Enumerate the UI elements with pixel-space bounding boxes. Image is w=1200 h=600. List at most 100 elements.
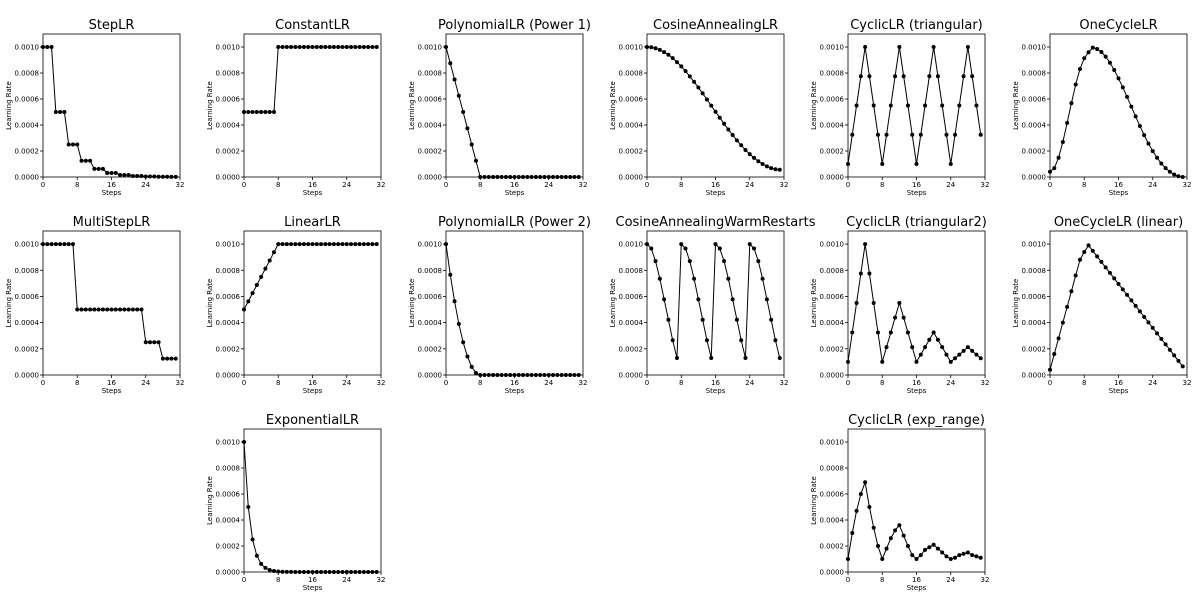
axes-frame <box>1049 230 1188 376</box>
y-tick-label: 0.0006 <box>15 96 40 104</box>
subplot-title: MultiStepLR <box>73 215 151 230</box>
y-tick-label: 0.0004 <box>216 319 241 327</box>
data-point <box>957 352 962 357</box>
data-point <box>1150 325 1155 330</box>
data-point <box>469 364 474 369</box>
data-point <box>743 147 748 152</box>
data-point <box>319 45 324 49</box>
data-point <box>284 45 289 49</box>
data-point <box>897 523 902 528</box>
data-point <box>456 93 461 98</box>
x-tick-label: 24 <box>141 379 150 387</box>
data-point <box>361 45 366 49</box>
data-point <box>923 345 928 350</box>
x-tick-label: 0 <box>846 576 850 584</box>
data-point <box>1163 166 1168 171</box>
data-point <box>516 373 521 377</box>
x-tick-label: 8 <box>478 379 482 387</box>
y-tick-label: 0.0010 <box>216 241 241 249</box>
data-point <box>1176 174 1181 179</box>
data-point <box>1095 46 1100 51</box>
subplot-12: ExponentialLR 0 8 16 24 32 0.0000 0.0002 0.0004 0… <box>206 413 385 592</box>
x-tick-label: 16 <box>107 181 116 189</box>
data-point <box>1167 169 1172 174</box>
data-point <box>1155 155 1160 160</box>
x-tick-label: 8 <box>478 181 482 189</box>
subplot-1: ConstantLR 0 8 16 24 32 0.0000 0.0002 0.0004 0.00… <box>206 18 385 197</box>
data-point <box>1103 265 1108 270</box>
data-point <box>499 373 504 377</box>
data-point <box>271 568 276 573</box>
data-point <box>961 348 966 353</box>
data-point <box>965 45 970 49</box>
y-axis-label: Learning Rate <box>810 81 818 130</box>
data-point <box>756 259 761 264</box>
data-point <box>366 570 371 574</box>
y-axis-label: Learning Rate <box>5 279 13 328</box>
y-tick-label: 0.0002 <box>820 345 845 353</box>
data-point <box>931 542 936 547</box>
data-point <box>349 45 354 49</box>
y-tick-label: 0.0010 <box>1022 44 1047 52</box>
data-point <box>709 355 714 360</box>
x-tick-label: 24 <box>946 576 955 584</box>
data-point <box>79 307 84 312</box>
data-point <box>486 373 491 377</box>
data-point <box>730 297 735 302</box>
data-point <box>319 242 324 247</box>
data-point <box>297 45 302 49</box>
x-axis-label: Steps <box>303 387 323 395</box>
data-point <box>914 162 919 166</box>
data-point <box>529 175 534 179</box>
x-tick-label: 0 <box>444 379 448 387</box>
data-point <box>854 508 859 513</box>
data-point <box>242 307 246 312</box>
x-tick-label: 24 <box>745 181 754 189</box>
y-tick-label: 0.0002 <box>619 345 644 353</box>
data-point <box>700 317 705 322</box>
data-point <box>96 166 101 171</box>
data-point <box>1172 172 1177 177</box>
data-point <box>880 557 885 561</box>
data-point <box>353 570 358 574</box>
data-point <box>336 570 341 574</box>
subplot-9: CosineAnnealingWarmRestarts 0 8 16 24 32 0.000… <box>609 215 816 395</box>
y-tick-label: 0.0004 <box>418 122 443 130</box>
data-point <box>508 175 513 179</box>
data-point <box>314 242 319 247</box>
data-point <box>679 242 684 247</box>
x-tick-label: 32 <box>377 379 386 387</box>
axes-frame <box>243 33 382 178</box>
data-point <box>910 132 915 137</box>
data-point <box>533 373 538 377</box>
data-point <box>444 45 448 49</box>
data-point <box>62 242 67 247</box>
data-point <box>1146 141 1151 146</box>
data-point <box>135 173 140 178</box>
data-point <box>521 175 526 179</box>
y-tick-label: 0.0006 <box>820 491 845 499</box>
x-tick-label: 8 <box>1082 379 1086 387</box>
data-point <box>1120 85 1125 90</box>
data-point <box>563 175 568 179</box>
data-point <box>559 175 564 179</box>
data-point <box>923 547 928 552</box>
data-point <box>503 175 508 179</box>
data-point <box>503 373 508 377</box>
subplot-0: StepLR 0 8 16 24 32 0.0000 0.0002 0.0004 0.0006 0.… <box>5 18 184 197</box>
series-line <box>847 46 982 165</box>
y-tick-label: 0.0004 <box>1022 122 1047 130</box>
y-tick-label: 0.0006 <box>820 96 845 104</box>
x-axis-label: Steps <box>505 387 525 395</box>
y-tick-label: 0.0008 <box>418 267 443 275</box>
x-tick-label: 24 <box>342 181 351 189</box>
data-point <box>357 242 362 247</box>
y-tick-label: 0.0010 <box>15 44 40 52</box>
y-tick-label: 0.0006 <box>216 293 241 301</box>
data-point <box>361 570 366 574</box>
data-point <box>927 545 932 550</box>
data-point <box>284 569 289 574</box>
data-point <box>83 307 88 312</box>
data-point <box>242 110 246 114</box>
data-point <box>1159 161 1164 166</box>
